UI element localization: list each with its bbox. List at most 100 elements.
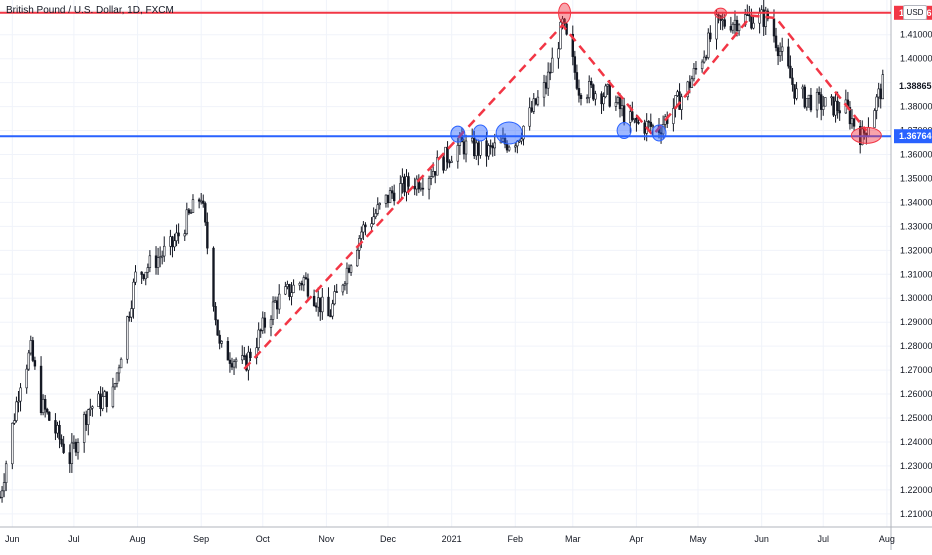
pattern-marker-ellipse[interactable] xyxy=(558,2,572,24)
candle-body xyxy=(386,194,390,204)
candle-body xyxy=(72,441,76,444)
candle-body xyxy=(493,142,496,149)
pattern-marker-ellipse[interactable] xyxy=(714,7,728,19)
candle-body xyxy=(364,224,367,228)
candle-body xyxy=(146,267,150,273)
candle-body xyxy=(142,274,145,280)
current-price-label: 1.38865 xyxy=(899,81,932,91)
candle-body xyxy=(290,292,293,297)
candle-body xyxy=(230,363,234,368)
candle-body xyxy=(606,84,609,87)
candle-body xyxy=(575,72,579,89)
pattern-marker-ellipse[interactable] xyxy=(850,126,882,144)
candle-body xyxy=(156,257,160,268)
level-price-label-bg xyxy=(894,129,932,144)
candle-body xyxy=(822,105,825,110)
candle-body xyxy=(848,107,852,125)
candle-body xyxy=(709,32,712,40)
candle-body xyxy=(647,121,650,123)
candle-body xyxy=(154,255,158,268)
candle-body xyxy=(46,408,49,413)
candle-body xyxy=(370,223,373,228)
candle-body xyxy=(631,111,634,120)
y-axis-tick-label: 1.33000 xyxy=(900,221,932,231)
candle-body xyxy=(746,14,749,16)
candle-body xyxy=(177,232,180,237)
candle-body xyxy=(809,94,813,111)
y-axis-tick-label: 1.34000 xyxy=(900,197,932,207)
candle-body xyxy=(376,204,379,214)
candle-body xyxy=(834,100,837,116)
candle-body xyxy=(413,186,416,190)
candle-body xyxy=(275,300,279,310)
candle-body xyxy=(0,496,2,499)
candle-body xyxy=(187,209,191,214)
currency-badge[interactable]: USD xyxy=(903,5,927,20)
candle-body xyxy=(444,146,447,171)
candle-body xyxy=(690,78,694,88)
candle-body xyxy=(546,71,550,89)
pattern-marker-ellipse[interactable] xyxy=(651,124,667,142)
candle-body xyxy=(436,157,439,176)
candle-body xyxy=(249,351,252,358)
x-axis-tick-label: Sep xyxy=(193,534,209,544)
candle-body xyxy=(450,160,453,163)
candle-body xyxy=(528,107,531,127)
candle-body xyxy=(4,463,8,483)
pattern-marker-ellipse[interactable] xyxy=(472,124,488,142)
candle-body xyxy=(401,176,404,184)
candle-body xyxy=(520,138,523,142)
y-axis-tick-label: 1.29000 xyxy=(900,317,932,327)
x-axis-tick-label: Mar xyxy=(565,534,581,544)
candle-body xyxy=(791,77,794,85)
candle-body xyxy=(830,96,833,99)
candle-body xyxy=(620,105,624,110)
candle-body xyxy=(329,315,332,318)
candle-body xyxy=(507,146,511,151)
pattern-marker-ellipse[interactable] xyxy=(616,122,632,140)
candle-body xyxy=(633,117,636,120)
candle-body xyxy=(405,176,408,193)
candle-body xyxy=(629,111,632,123)
candle-body xyxy=(13,420,16,424)
candle-body xyxy=(448,161,451,164)
candle-body xyxy=(485,140,488,157)
candle-body xyxy=(616,97,620,103)
candle-body xyxy=(333,291,336,305)
candle-body xyxy=(544,82,548,89)
candle-body xyxy=(68,452,72,464)
candle-body xyxy=(549,71,552,74)
candle-body xyxy=(557,48,560,59)
candle-body xyxy=(341,284,345,293)
pattern-marker-ellipse[interactable] xyxy=(495,121,523,145)
y-axis-tick-label: 1.25000 xyxy=(900,413,932,423)
candle-body xyxy=(331,303,334,317)
candle-body xyxy=(218,334,221,344)
candle-body xyxy=(442,157,445,171)
y-axis-tick-label: 1.23000 xyxy=(900,461,932,471)
y-axis-tick-label: 1.26000 xyxy=(900,389,932,399)
candle-body xyxy=(419,187,423,190)
candle-body xyxy=(128,316,131,318)
candle-body xyxy=(530,107,533,112)
candle-body xyxy=(817,91,821,95)
candle-body xyxy=(705,56,708,59)
candle-body xyxy=(573,56,577,73)
candle-body xyxy=(335,291,338,293)
candle-body xyxy=(271,301,275,320)
candle-body xyxy=(661,124,665,135)
candle-body xyxy=(873,110,876,128)
candle-body xyxy=(74,441,78,453)
candle-body xyxy=(199,200,203,203)
candle-body xyxy=(319,297,322,313)
candle-body xyxy=(298,282,301,286)
candle-body xyxy=(622,105,626,123)
candle-body xyxy=(91,406,94,409)
candle-body xyxy=(0,490,4,498)
y-axis-tick-label: 1.27000 xyxy=(900,365,932,375)
trend-line-dashed[interactable] xyxy=(243,14,868,370)
pattern-marker-ellipse[interactable] xyxy=(450,125,466,143)
candle-body xyxy=(807,94,811,99)
candle-body xyxy=(99,393,102,409)
